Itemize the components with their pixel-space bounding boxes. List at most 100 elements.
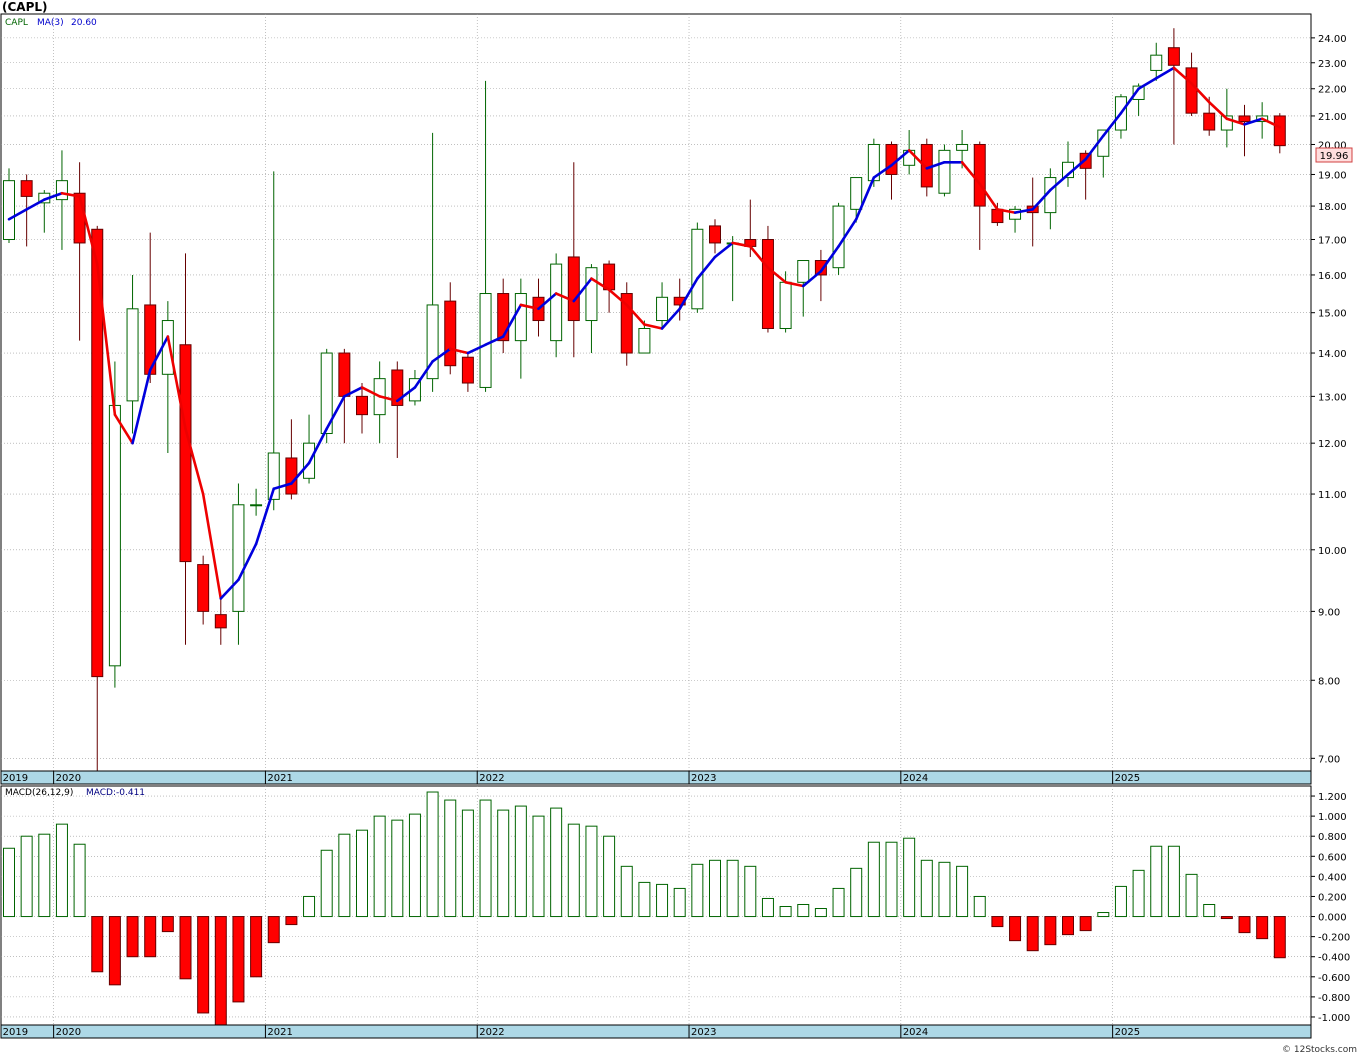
- ma-segment: [290, 461, 311, 485]
- price-tick-label: 12.00: [1318, 439, 1347, 450]
- candle-body-down: [444, 300, 457, 367]
- macd-bar-positive: [638, 881, 651, 918]
- year-label: 2022: [479, 773, 504, 784]
- macd-bar-positive: [38, 833, 51, 918]
- macd-label: MACD(26,12,9): [5, 788, 73, 798]
- candle-body-up: [1150, 54, 1163, 71]
- ma-segment: [784, 281, 805, 288]
- macd-bar-negative: [1273, 916, 1286, 959]
- year-label: 2023: [691, 773, 716, 784]
- ma-segment: [325, 395, 346, 431]
- ma-segment: [1243, 117, 1264, 126]
- candle-body-up: [320, 352, 333, 435]
- candle-body-down: [885, 143, 898, 175]
- macd-bar-positive: [1097, 912, 1110, 918]
- year-label: 2020: [56, 773, 81, 784]
- price-tick-label: 17.00: [1318, 236, 1347, 247]
- macd-bar-positive: [956, 865, 969, 918]
- macd-bar-positive: [3, 847, 15, 918]
- ma-segment: [660, 307, 682, 330]
- macd-bar-positive: [656, 883, 669, 918]
- current-price-tag: [1315, 147, 1353, 163]
- ma-segment: [1013, 208, 1034, 214]
- ma-segment: [1049, 173, 1070, 192]
- candle-body-down: [567, 256, 580, 322]
- price-tick-label: 9.00: [1318, 607, 1340, 618]
- macd-bar-negative: [179, 916, 192, 980]
- ma-segment: [201, 492, 223, 600]
- macd-bar-positive: [585, 825, 598, 918]
- ma-segment: [25, 198, 46, 211]
- ma-segment: [625, 303, 646, 326]
- macd-bar-positive: [532, 815, 545, 918]
- candle-body-up: [1220, 115, 1233, 131]
- macd-bar-positive: [408, 813, 421, 918]
- macd-bar-negative: [197, 916, 210, 1014]
- macd-bar-positive: [1114, 885, 1127, 918]
- macd-bar-positive: [973, 895, 986, 918]
- macd-bar-negative: [1079, 916, 1092, 932]
- macd-bar-negative: [108, 916, 121, 986]
- ma-segment: [766, 266, 787, 284]
- candlestick-series: [3, 28, 1286, 776]
- macd-bar-positive: [373, 815, 386, 918]
- macd-bar-positive: [761, 897, 774, 918]
- candle-body-up: [126, 308, 139, 402]
- macd-tick-label: 0.400: [1318, 872, 1347, 883]
- macd-bar-negative: [232, 916, 245, 1003]
- price-tick-label: 14.00: [1318, 349, 1347, 360]
- macd-bar-positive: [391, 819, 404, 918]
- ma-segment: [95, 262, 117, 416]
- ma-segment: [219, 578, 240, 600]
- price-tick-label: 11.00: [1318, 490, 1347, 501]
- candle-body-up: [938, 149, 951, 194]
- macd-tick-label: -0.600: [1318, 973, 1350, 984]
- macd-tick-label: 0.200: [1318, 892, 1347, 903]
- macd-bar-negative: [1026, 916, 1039, 952]
- macd-bar-positive: [426, 791, 439, 918]
- candle-body-down: [197, 564, 210, 612]
- ma-segment: [1154, 66, 1176, 80]
- price-tick-label: 24.00: [1318, 34, 1347, 45]
- candle-body-up: [797, 260, 810, 283]
- macd-bar-positive: [709, 859, 721, 918]
- ma-segment: [554, 292, 576, 303]
- macd-bar-negative: [267, 916, 280, 944]
- candle-body-up: [1009, 208, 1022, 220]
- macd-tick-label: 1.200: [1318, 792, 1347, 803]
- candle-body-down: [814, 260, 827, 276]
- ma-segment: [1225, 117, 1246, 126]
- ma-segment: [1190, 82, 1211, 104]
- year-label: 2019: [3, 1027, 28, 1038]
- macd-y-axis: -1.000 -0.800 -0.600 -0.400 -0.200 0.000 0.200…: [1311, 792, 1350, 1024]
- macd-tick-label: -0.200: [1318, 933, 1350, 944]
- macd-tick-label: 0.800: [1318, 832, 1347, 843]
- ma-segment: [466, 343, 487, 355]
- macd-bar-positive: [497, 809, 510, 918]
- ma-segment: [1031, 188, 1052, 211]
- macd-bar-positive: [673, 887, 686, 918]
- year-label: 2019: [3, 773, 28, 784]
- macd-bar-positive: [691, 863, 704, 918]
- ma-segment: [131, 368, 152, 445]
- macd-bar-positive: [1167, 845, 1180, 918]
- macd-bar-positive: [814, 908, 827, 918]
- year-label: 2024: [903, 773, 928, 784]
- macd-bar-positive: [850, 867, 863, 918]
- year-label: 2025: [1115, 1027, 1140, 1038]
- ma-segment: [237, 542, 258, 582]
- macd-bar-negative: [1256, 916, 1269, 940]
- macd-bar-positive: [1132, 869, 1145, 918]
- price-tick-label: 19.00: [1318, 170, 1347, 181]
- candle-body-up: [3, 180, 15, 241]
- candle-body-up: [550, 263, 563, 342]
- macd-tick-label: -1.000: [1318, 1013, 1350, 1024]
- year-label: 2020: [56, 1027, 81, 1038]
- year-axis-band-macd: [0, 1024, 1312, 1039]
- macd-bar-negative: [161, 916, 174, 933]
- ma-segment: [78, 195, 99, 266]
- ma-segment: [378, 395, 399, 403]
- footer-credit: © 12Stocks.com: [1282, 1045, 1357, 1055]
- macd-bar-positive: [567, 823, 580, 918]
